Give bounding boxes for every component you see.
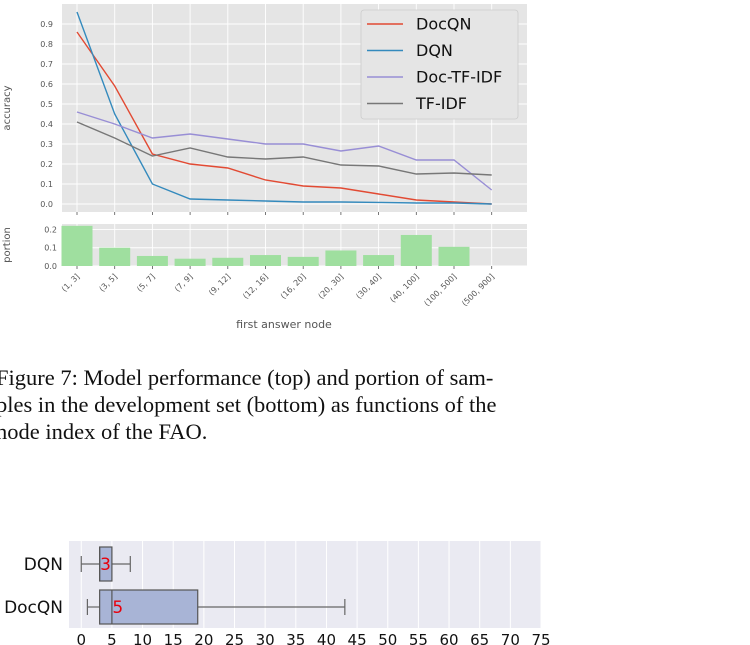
- bar-y-tick-label: 0.2: [44, 225, 57, 234]
- series-line-doc-tf-idf: [76, 111, 493, 191]
- portion-bar: [287, 256, 319, 266]
- box-dqn: 3: [80, 546, 131, 582]
- bar-y-tick-label: 0.0: [44, 262, 57, 271]
- box-x-tick-label: 45: [348, 631, 367, 645]
- legend-box: [360, 9, 519, 120]
- box-x-tick-label: 75: [531, 631, 550, 645]
- x-tick-label: (7, 9]: [173, 272, 195, 294]
- bar-y-tick-label: 0.1: [44, 244, 57, 253]
- line-y-tick-label: 0.3: [40, 140, 53, 149]
- caption-line-3: node index of the FAO.: [0, 419, 208, 444]
- portion-bar: [400, 234, 432, 266]
- portion-bar: [61, 225, 93, 266]
- x-tick-label: (500, 900]: [460, 272, 496, 308]
- box-x-tick-label: 5: [107, 631, 117, 645]
- box-x-tick-label: 60: [440, 631, 459, 645]
- line-y-tick-label: 0.6: [40, 80, 53, 89]
- series-line-tf-idf: [76, 121, 492, 176]
- x-tick-label: (16, 20]: [279, 272, 308, 301]
- x-tick-label: (5, 7]: [135, 272, 157, 294]
- legend-entry: DQN: [416, 41, 453, 60]
- legend-entry: DocQN: [416, 15, 471, 34]
- figure-caption: Figure 7: Model performance (top) and po…: [0, 364, 556, 445]
- series-line-docqn: [76, 31, 492, 205]
- box-x-tick-label: 10: [133, 631, 152, 645]
- line-y-tick-label: 0.7: [40, 60, 53, 69]
- line-y-tick-label: 0.0: [40, 200, 53, 209]
- x-tick-label: (30, 40]: [354, 272, 383, 301]
- portion-bar: [250, 255, 281, 266]
- series-line-dqn: [76, 11, 492, 205]
- bar-y-axis-label: portion: [2, 227, 13, 263]
- x-axis-label: first answer node: [236, 318, 332, 331]
- line-y-tick-label: 0.2: [40, 160, 53, 169]
- x-tick-label: (40, 100]: [388, 272, 420, 304]
- box-x-tick-label: 0: [76, 631, 86, 645]
- box-x-tick-label: 35: [286, 631, 305, 645]
- portion-bar: [438, 246, 470, 266]
- box-docqn: 5: [86, 589, 346, 625]
- line-y-axis-label: accuracy: [2, 85, 13, 130]
- x-tick-label: (100, 500]: [422, 272, 458, 308]
- box-x-tick-label: 40: [317, 631, 336, 645]
- caption-line-2: ples in the development set (bottom) as …: [0, 392, 497, 417]
- box-category-label: DQN: [24, 555, 63, 575]
- box-x-tick-label: 15: [164, 631, 183, 645]
- x-tick-label: (12, 16]: [241, 272, 270, 301]
- line-y-tick-label: 0.9: [40, 20, 53, 29]
- box-body: [99, 589, 199, 625]
- x-tick-label: (20, 30]: [317, 272, 346, 301]
- box-x-tick-label: 70: [501, 631, 520, 645]
- box-median-label: 5: [112, 598, 123, 618]
- box-x-tick-label: 20: [194, 631, 213, 645]
- line-y-tick-label: 0.1: [40, 180, 53, 189]
- box-x-tick-label: 55: [409, 631, 428, 645]
- portion-bar: [174, 258, 206, 266]
- performance-figure: 0.0 0.1 0.2 0.3 0.4 0.5 0.6 0.7 0.8 0.9 accuracy Do…: [2, 4, 527, 331]
- portion-bar: [212, 257, 244, 266]
- box-x-tick-label: 30: [256, 631, 275, 645]
- legend-entry: Doc-TF-IDF: [416, 68, 502, 87]
- legend-entry: TF-IDF: [415, 94, 467, 113]
- line-y-tick-label: 0.5: [40, 100, 53, 109]
- x-tick-label: (1, 3]: [60, 272, 82, 294]
- boxplot-figure: 0 5 10 15 20 25 30 35 40 45 50 55 60 65 70 75 3 DQN 5 DocQN: [4, 541, 551, 645]
- caption-line-1: Figure 7: Model performance (top) and po…: [0, 365, 494, 390]
- line-y-tick-label: 0.4: [40, 120, 53, 129]
- legend: DocQN DQN Doc-TF-IDF TF-IDF: [360, 9, 519, 120]
- x-tick-label: (9, 12]: [207, 272, 232, 297]
- x-tick-label: (3, 5]: [98, 272, 120, 294]
- box-x-tick-label: 25: [225, 631, 244, 645]
- box-category-label: DocQN: [4, 598, 63, 618]
- box-median-label: 3: [100, 555, 111, 575]
- line-y-tick-label: 0.8: [40, 40, 53, 49]
- portion-bar: [363, 255, 395, 266]
- portion-bar: [325, 250, 357, 266]
- portion-bar: [99, 247, 131, 266]
- box-x-tick-label: 65: [470, 631, 489, 645]
- portion-bar: [136, 255, 168, 266]
- box-x-tick-label: 50: [378, 631, 397, 645]
